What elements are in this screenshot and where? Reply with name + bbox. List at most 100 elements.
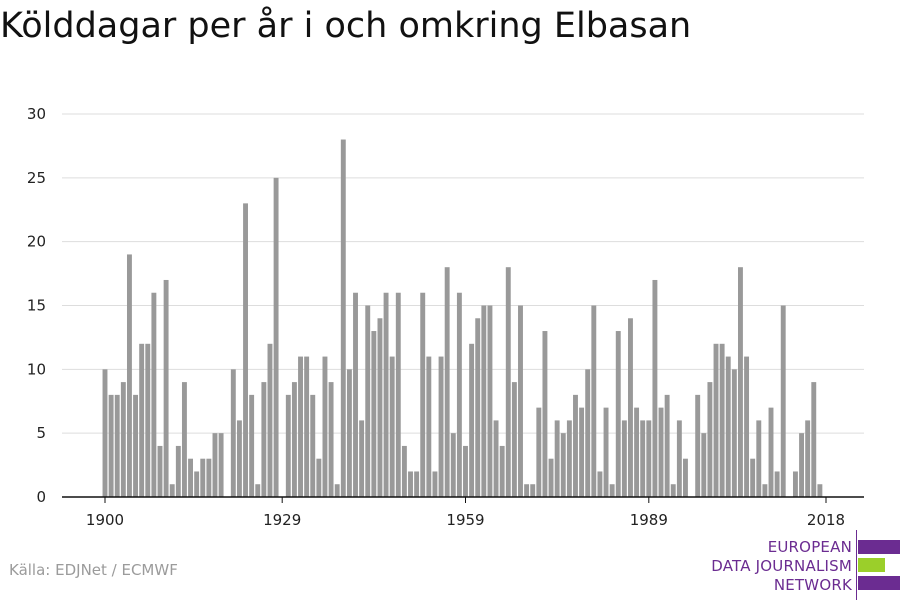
- y-tick-label: 25: [27, 169, 46, 187]
- bar: [652, 279, 658, 497]
- edjnet-logo: EUROPEAN DATA JOURNALISM NETWORK: [700, 530, 900, 600]
- bar: [310, 394, 316, 497]
- bar: [566, 420, 572, 497]
- bar: [212, 433, 218, 497]
- bar: [126, 254, 132, 497]
- y-tick-label: 10: [27, 360, 46, 378]
- bar: [249, 394, 255, 497]
- bar: [389, 356, 395, 497]
- bar: [285, 394, 291, 497]
- bar: [236, 420, 242, 497]
- bar: [719, 343, 725, 497]
- bar: [707, 382, 713, 497]
- bar: [200, 458, 206, 497]
- bar: [817, 484, 823, 497]
- bar: [450, 433, 456, 497]
- bar: [426, 356, 432, 497]
- bar: [414, 471, 420, 497]
- bar: [744, 356, 750, 497]
- bars: [102, 139, 823, 497]
- bar: [676, 420, 682, 497]
- bar: [261, 382, 267, 497]
- bar: [713, 343, 719, 497]
- y-tick-label: 20: [27, 233, 46, 251]
- logo-line-1: EUROPEAN: [767, 538, 852, 556]
- bar: [438, 356, 444, 497]
- bar: [365, 305, 371, 497]
- x-tick-label: 1989: [630, 511, 668, 529]
- bar: [609, 484, 615, 497]
- bar: [346, 369, 352, 497]
- bar: [469, 343, 475, 497]
- bar: [603, 407, 609, 497]
- bar: [725, 356, 731, 497]
- y-axis-ticks: 0 5 10 15 20 25 30: [27, 105, 46, 506]
- bar: [328, 382, 334, 497]
- bar: [145, 343, 151, 497]
- logo-bar-middle: [858, 558, 885, 572]
- bar: [493, 420, 499, 497]
- bar: [383, 292, 389, 497]
- bar: [805, 420, 811, 497]
- bar: [560, 433, 566, 497]
- bar: [151, 292, 157, 497]
- gridlines: [62, 113, 864, 434]
- bar: [542, 331, 548, 497]
- bar: [475, 318, 481, 497]
- bar: [621, 420, 627, 497]
- bar: [756, 420, 762, 497]
- bar: [670, 484, 676, 497]
- bar: [316, 458, 322, 497]
- bar: [120, 382, 126, 497]
- bar: [114, 394, 120, 497]
- bar: [175, 445, 181, 497]
- x-tick-label: 1900: [86, 511, 124, 529]
- bar: [463, 445, 468, 497]
- bar: [188, 458, 193, 497]
- bar: [298, 356, 303, 497]
- bar: [750, 458, 756, 497]
- bar: [181, 382, 187, 497]
- bar: [683, 458, 688, 497]
- bar: [334, 484, 340, 497]
- bar: [499, 445, 505, 497]
- bar: [291, 382, 297, 497]
- y-tick-label: 15: [27, 297, 46, 315]
- x-tick-label: 1929: [263, 511, 301, 529]
- bar: [408, 471, 413, 497]
- bar: [401, 445, 407, 497]
- bar: [481, 305, 487, 497]
- y-tick-label: 5: [36, 424, 46, 442]
- bar: [695, 394, 701, 497]
- bar: [536, 407, 542, 497]
- bar: [243, 203, 248, 497]
- bar: [530, 484, 536, 497]
- bar: [340, 139, 346, 497]
- bar: [579, 407, 585, 497]
- bar: [273, 177, 279, 497]
- y-tick-label: 30: [27, 105, 46, 123]
- bar: [591, 305, 597, 497]
- logo-bar-bottom: [858, 576, 900, 590]
- bar: [395, 292, 401, 497]
- bar: [444, 267, 450, 497]
- bar: [792, 471, 798, 497]
- bar: [634, 407, 640, 497]
- bar: [267, 343, 273, 497]
- source-note: Källa: EDJNet / ECMWF: [9, 561, 178, 579]
- bar: [102, 369, 108, 497]
- bar: [554, 420, 560, 497]
- bar: [304, 356, 310, 497]
- bar: [487, 305, 493, 497]
- bar: [518, 305, 523, 497]
- bar: [230, 369, 236, 497]
- bar: [420, 292, 426, 497]
- x-tick-label: 1959: [446, 511, 484, 529]
- bar: [456, 292, 462, 497]
- bar: [371, 331, 377, 497]
- bar: [664, 394, 670, 497]
- bar: [548, 458, 554, 497]
- bar: [780, 305, 786, 497]
- bar: [139, 343, 145, 497]
- bar: [194, 471, 200, 497]
